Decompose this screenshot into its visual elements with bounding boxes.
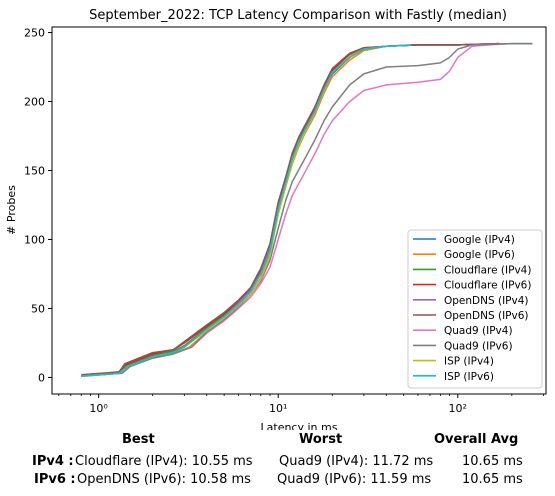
legend-label: ISP (IPv4) (444, 356, 494, 368)
legend-label: Google (IPv6) (444, 249, 515, 261)
series-line (81, 45, 411, 376)
legend-label: Cloudflare (IPv4) (444, 264, 531, 276)
y-tick-label: 250 (24, 27, 45, 40)
y-tick-label: 100 (24, 233, 45, 246)
y-tick-label: 150 (24, 164, 45, 177)
y-tick-label: 200 (24, 96, 45, 109)
ipv6-worst: Quad9 (IPv6): 11.59 ms (277, 472, 431, 487)
ipv4-worst: Quad9 (IPv4): 11.72 ms (279, 454, 433, 469)
chart-title: September_2022: TCP Latency Comparison w… (89, 8, 507, 23)
y-axis: 0 50 100 150 200 250 (24, 27, 52, 385)
x-tick-label: 10¹ (269, 402, 287, 415)
summary-table: Best Worst Overall Avg IPv4 : Cloudflare… (0, 430, 555, 496)
worst-header: Worst (299, 432, 342, 447)
latency-cdf-chart: September_2022: TCP Latency Comparison w… (0, 0, 555, 430)
y-tick-label: 50 (31, 302, 45, 315)
ipv6-best: OpenDNS (IPv6): 10.58 ms (77, 472, 251, 487)
legend: Google (IPv4) Google (IPv6) Cloudflare (IP… (408, 230, 542, 388)
overall-avg-header: Overall Avg (434, 432, 518, 447)
best-header: Best (122, 432, 155, 447)
x-tick-label: 10² (449, 402, 467, 415)
ipv6-row-label: IPv6 : (34, 472, 76, 487)
x-axis: 10⁰ 10¹ 10² (59, 394, 544, 415)
y-tick-label: 0 (38, 371, 45, 384)
ipv4-avg: 10.65 ms (462, 454, 523, 469)
ipv4-best: Cloudflare (IPv4): 10.55 ms (75, 454, 253, 469)
ipv6-avg: 10.65 ms (462, 472, 523, 487)
legend-label: Google (IPv4) (444, 234, 515, 246)
legend-label: OpenDNS (IPv4) (444, 295, 529, 307)
series-line (81, 45, 411, 376)
legend-label: OpenDNS (IPv6) (444, 310, 529, 322)
x-tick-label: 10⁰ (89, 402, 108, 415)
y-axis-label: # Probes (5, 185, 18, 235)
legend-label: Cloudflare (IPv6) (444, 280, 531, 292)
ipv4-row-label: IPv4 : (32, 454, 74, 469)
legend-label: Quad9 (IPv4) (444, 325, 513, 337)
legend-label: Quad9 (IPv6) (444, 340, 513, 352)
legend-label: ISP (IPv6) (444, 371, 494, 383)
x-axis-label: Latency in ms (261, 421, 338, 430)
